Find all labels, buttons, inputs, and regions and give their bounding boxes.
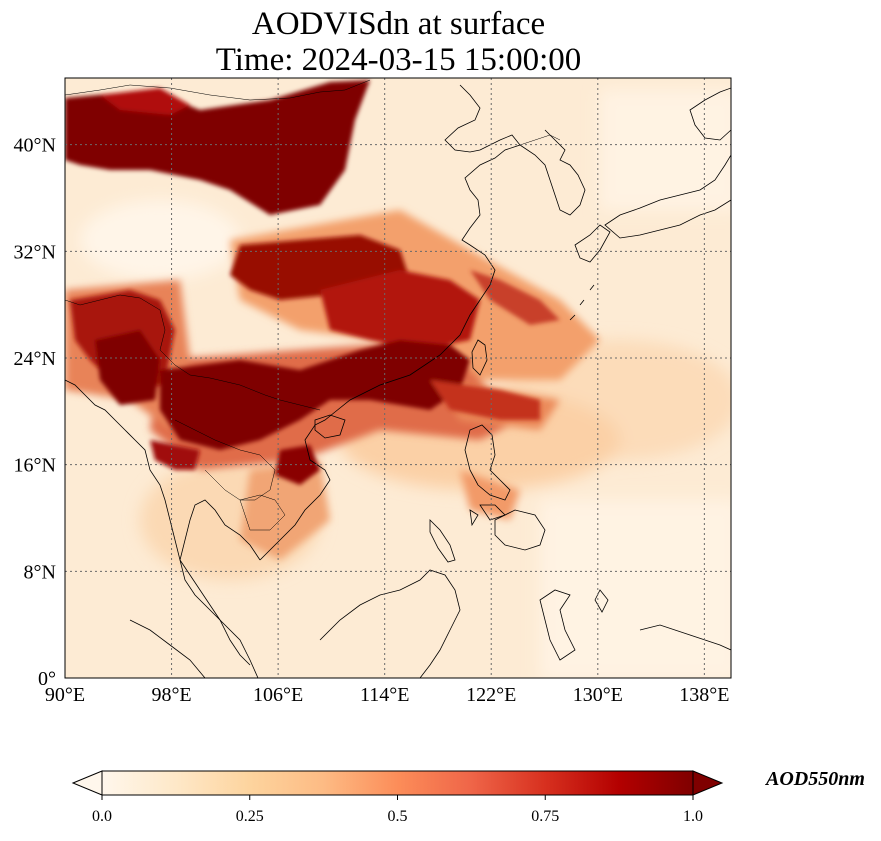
gridlines: [65, 78, 731, 678]
colorbar-extend-low: [71, 770, 103, 796]
lon-tick-label: 90°E: [45, 684, 85, 706]
coastline-luzon: [464, 424, 511, 501]
coastline-sulawesi: [539, 589, 576, 661]
border-india-china: [65, 294, 161, 311]
colorbar-tick-label: 0.75: [531, 808, 559, 825]
longitude-tick-labels: 90°E 98°E 106°E 114°E 122°E 130°E 138°E: [45, 684, 730, 706]
border-laos-vietnam: [209, 377, 321, 411]
colorbar-tick-label: 1.0: [683, 808, 703, 825]
colorbar-tick-label: 0.25: [236, 808, 264, 825]
coastline-palawan: [429, 519, 456, 563]
coastline-gulf-of-thailand: [179, 499, 261, 678]
border-mongolia: [65, 79, 371, 101]
colorbar-tick-label: 0.0: [92, 808, 112, 825]
border-thailand: [174, 419, 276, 501]
coastline-japan-hokkaido: [689, 87, 731, 141]
coastline-mindanao: [494, 509, 546, 551]
border-myanmar-china: [159, 309, 211, 379]
colorbar-gradient: [102, 771, 693, 795]
colorbar-ticks: 0.0 0.25 0.5 0.75 1.0: [92, 795, 703, 825]
coastline-japan-honshu: [604, 154, 731, 239]
colorbar: 0.0 0.25 0.5 0.75 1.0: [71, 770, 724, 825]
coastline-korea: [519, 129, 586, 216]
lon-tick-label: 106°E: [253, 684, 303, 706]
map-title-line-2: Time: 2024-03-15 15:00:00: [215, 42, 582, 78]
aod-field: [65, 78, 731, 678]
border-north-korea: [519, 134, 561, 146]
lon-tick-label: 130°E: [573, 684, 623, 706]
coastline-japan-kyushu: [574, 224, 611, 263]
lat-tick-label: 32°N: [14, 241, 56, 263]
coastline-new-guinea: [639, 624, 731, 651]
map-title-line-1: AODVISdn at surface: [251, 6, 546, 42]
country-borders: [65, 79, 561, 531]
lat-tick-label: 24°N: [14, 348, 56, 370]
colorbar-extend-high: [692, 770, 724, 796]
coastline-halmahera: [594, 589, 609, 613]
coastline-ryukyu: [569, 284, 595, 321]
coastline-vietnam: [259, 411, 336, 561]
border-cambodia: [239, 494, 286, 531]
lon-tick-label: 122°E: [466, 684, 516, 706]
parallels: [65, 144, 731, 678]
coastline-borneo: [319, 569, 461, 678]
coastline-sumatra: [129, 619, 206, 678]
coastline-malay-peninsula: [179, 559, 251, 666]
lat-tick-label: 16°N: [14, 455, 56, 477]
meridians: [65, 78, 705, 678]
lon-tick-label: 114°E: [360, 684, 409, 706]
colorbar-tick-label: 0.5: [388, 808, 408, 825]
coastline-taiwan: [471, 339, 488, 376]
lat-tick-label: 8°N: [24, 561, 56, 583]
coastline-myanmar: [65, 379, 181, 561]
coastlines: [65, 84, 731, 678]
colorbar-label: AOD550nm: [766, 768, 865, 790]
latitude-tick-labels: 0° 8°N 16°N 24°N 32°N 40°N: [14, 135, 56, 690]
lon-tick-label: 138°E: [679, 684, 729, 706]
map-frame: [64, 77, 732, 679]
lon-tick-label: 98°E: [151, 684, 191, 706]
coastline-hainan: [314, 414, 346, 439]
lat-tick-label: 40°N: [14, 135, 56, 157]
coastline-visayas: [469, 504, 506, 527]
lat-tick-label: 0°: [38, 668, 56, 690]
